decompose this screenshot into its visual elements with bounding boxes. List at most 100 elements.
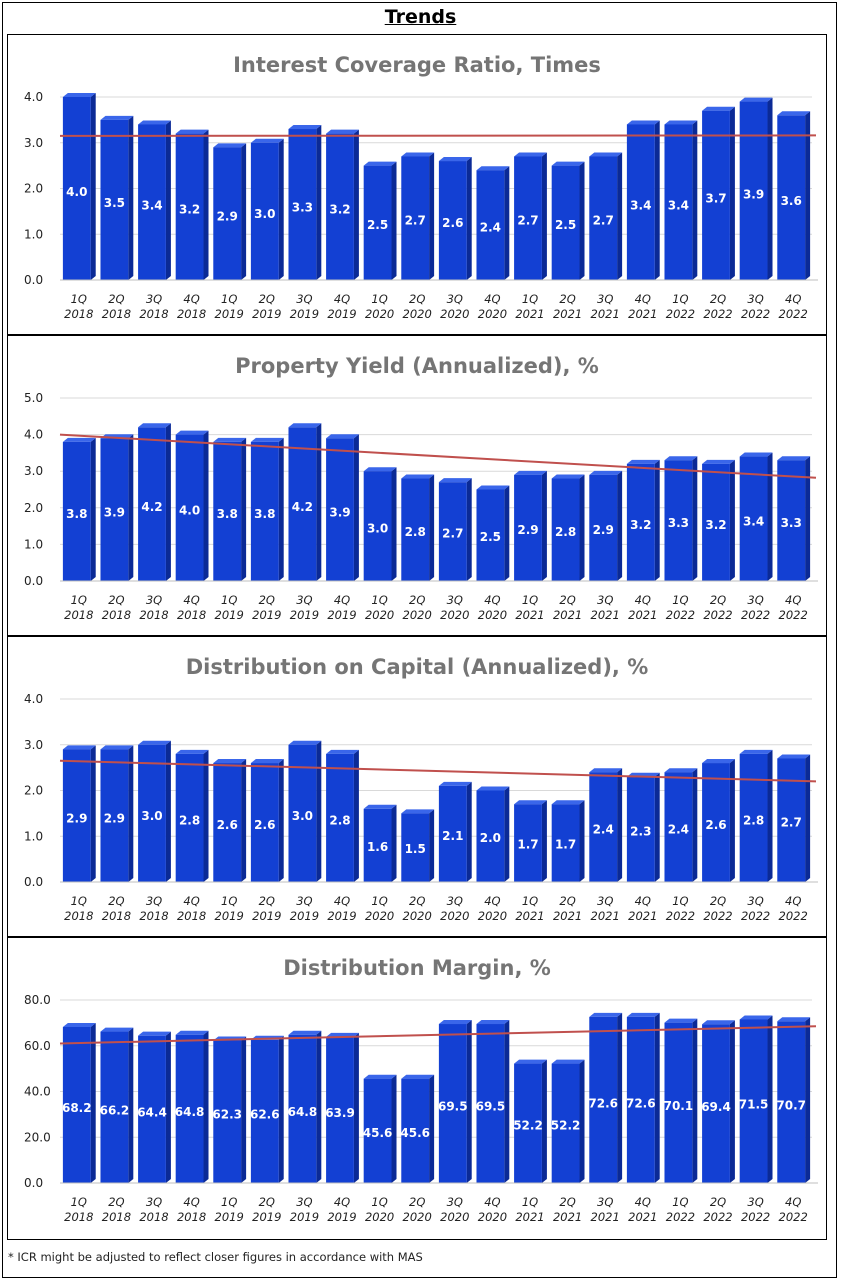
trendline — [59, 1025, 817, 1045]
x-tick-label: 4Q 2022 — [779, 894, 808, 923]
bar — [514, 1059, 547, 1183]
data-label: 64.8 — [175, 1105, 205, 1119]
y-tick-label: 0.0 — [24, 875, 43, 889]
x-tick-label: 3Q 2022 — [741, 894, 770, 923]
bar-front — [213, 1040, 242, 1183]
bar-top — [664, 120, 698, 125]
y-tick-label: 0.0 — [24, 574, 43, 588]
bar — [100, 745, 134, 882]
bar-front — [702, 1024, 730, 1183]
bar-front — [514, 1063, 542, 1183]
bar-side — [90, 1022, 96, 1183]
data-label: 2.5 — [367, 218, 388, 232]
bar-top — [401, 152, 435, 157]
bar-side — [466, 157, 472, 280]
bar-top — [589, 1012, 623, 1017]
data-label: 2.9 — [66, 811, 87, 825]
bar-front — [175, 133, 204, 280]
bar-front — [100, 1031, 129, 1183]
bar-side — [504, 1020, 510, 1183]
bar — [100, 115, 134, 280]
bar-front — [777, 1021, 806, 1183]
bar-side — [692, 120, 698, 280]
x-tick-label: 3Q 2021 — [591, 593, 620, 622]
bar — [476, 786, 510, 882]
x-tick-label: 3Q 2019 — [290, 593, 319, 622]
data-label: 72.6 — [588, 1096, 618, 1110]
bar — [514, 800, 547, 882]
data-label: 70.1 — [664, 1099, 694, 1113]
data-label: 2.8 — [405, 525, 426, 539]
bar-side — [241, 1036, 247, 1183]
y-tick-label: 0.0 — [24, 1176, 43, 1190]
data-label: 3.4 — [141, 198, 162, 212]
bar-top — [326, 129, 359, 134]
bar-top — [326, 1032, 359, 1037]
bar-top — [401, 474, 435, 479]
bar — [401, 809, 435, 882]
y-tick-label: 80.0 — [24, 993, 51, 1007]
bar-side — [353, 129, 359, 280]
bar-top — [626, 1012, 660, 1017]
bar-top — [476, 485, 510, 490]
bar-side — [128, 745, 134, 882]
bar-side — [391, 467, 397, 581]
x-tick-label: 1Q 2021 — [515, 593, 544, 622]
data-label: 62.6 — [250, 1107, 280, 1121]
x-tick-label: 2Q 2019 — [252, 292, 281, 321]
x-tick-label: 3Q 2020 — [440, 593, 469, 622]
bar-side — [429, 1074, 435, 1183]
bar-top — [514, 800, 547, 805]
y-tick-label: 2.0 — [24, 784, 43, 798]
bar-side — [617, 470, 623, 581]
bar — [589, 470, 623, 581]
bar-front — [100, 749, 129, 882]
bar-front — [138, 124, 166, 280]
bar — [551, 800, 585, 882]
x-tick-label: 4Q 2022 — [779, 292, 808, 321]
y-tick-label: 1.0 — [24, 537, 43, 551]
bar — [702, 1020, 735, 1183]
bar-side — [391, 804, 397, 882]
data-label: 3.7 — [705, 192, 726, 206]
bar-side — [90, 437, 96, 581]
data-label: 45.6 — [400, 1126, 430, 1140]
chart-panel-interest-coverage: Interest Coverage Ratio, Times 0.0 1.0 2.0 3… — [7, 34, 827, 335]
bar-front — [62, 97, 91, 280]
bar-top — [739, 749, 773, 754]
data-label: 2.7 — [517, 214, 538, 228]
bar — [589, 152, 623, 280]
bar-front — [664, 772, 693, 882]
bar-side — [541, 152, 547, 280]
data-label: 69.5 — [476, 1100, 506, 1114]
bar-top — [62, 437, 96, 442]
data-label: 4.2 — [141, 500, 162, 514]
bar-top — [100, 745, 134, 750]
bar-front — [62, 441, 91, 581]
x-tick-label: 4Q 2020 — [478, 1195, 507, 1224]
bar-front — [626, 124, 655, 280]
bar-front — [702, 110, 730, 280]
chart-title: Distribution Margin, % — [283, 956, 551, 980]
data-label: 4.2 — [292, 500, 313, 514]
bar-front — [175, 1034, 204, 1183]
bar-side — [203, 430, 209, 581]
bar-side — [654, 1012, 660, 1183]
data-label: 52.2 — [513, 1119, 543, 1133]
x-tick-label: 2Q 2020 — [403, 1195, 432, 1224]
bar-top — [476, 786, 510, 791]
data-label: 2.7 — [405, 214, 426, 228]
bar-top — [777, 1017, 811, 1022]
data-label: 2.5 — [555, 218, 576, 232]
data-label: 3.0 — [254, 207, 275, 221]
data-label: 2.4 — [480, 220, 501, 234]
bar-top — [138, 423, 171, 428]
bar-top — [664, 1018, 698, 1023]
bar-side — [90, 93, 96, 280]
bar-side — [128, 434, 134, 581]
x-tick-label: 2Q 2021 — [553, 894, 582, 923]
data-label: 2.7 — [781, 816, 802, 830]
x-tick-label: 1Q 2019 — [215, 894, 244, 923]
bar — [739, 97, 773, 280]
